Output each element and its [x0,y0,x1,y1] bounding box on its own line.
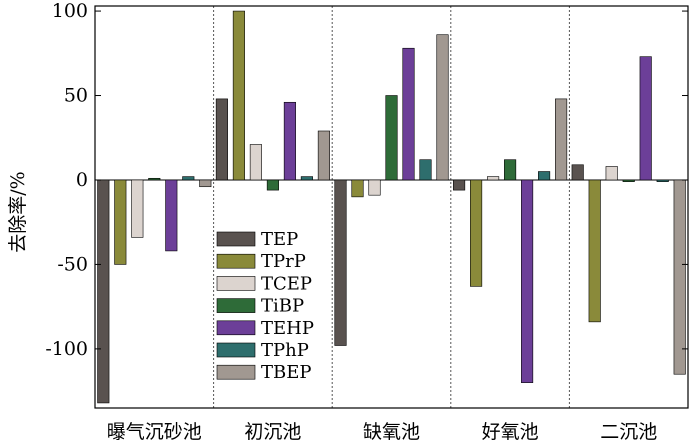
bar-tphp-2 [300,176,313,181]
bar-tep-4 [453,179,466,191]
legend-label-tbep: TBEP [261,362,311,383]
bar-tprp-4 [470,179,483,287]
bar-tphp-5 [656,179,669,182]
bar-tibp-4 [504,159,517,181]
category-separators [213,6,570,408]
bar-tbep-5 [673,179,686,375]
bar-tphp-1 [182,176,195,181]
bar-tehp-4 [521,179,534,383]
legend-swatch-tcep [216,276,256,291]
bar-tehp-1 [165,179,178,252]
bar-tphp-4 [538,171,551,181]
legend-swatch-tep [216,231,256,247]
bar-tep-3 [334,179,347,346]
bar-tcep-5 [605,166,618,181]
x-axis: 曝气沉砂池 初沉池 缺氧池 好氧池 二沉池 [107,421,657,443]
legend-label-tprp: TPrP [261,251,306,272]
legend-label-tphp: TPhP [261,340,309,361]
legend-swatch-tphp [216,342,256,358]
bar-tbep-4 [555,98,568,181]
bar-tibp-2 [266,179,279,191]
y-axis-label: 去除率/% [7,171,29,252]
bar-tibp-3 [385,95,398,181]
legend-swatch-tibp [216,298,256,313]
bar-tprp-3 [351,179,364,198]
legend-label-tibp: TiBP [261,296,304,317]
legend-label-tcep: TCEP [261,273,312,294]
bar-tcep-3 [368,179,381,196]
bar-tibp-1 [148,177,161,181]
legend-label-tep: TEP [261,229,298,250]
bar-tep-1 [97,179,110,404]
bar-tcep-1 [131,179,144,238]
bar-tprp-5 [588,179,601,323]
bar-tbep-2 [317,130,330,181]
bar-tcep-4 [487,176,500,181]
bar-tprp-2 [232,10,245,181]
y-axis: 100 50 0 -50 -100 [45,0,688,360]
category-label: 缺氧池 [363,421,420,443]
bar-tep-5 [571,164,584,181]
bar-tbep-3 [436,34,449,181]
legend-label-tehp: TEHP [261,318,314,339]
y-tick-label: 0 [76,169,88,191]
plot-frame [94,5,689,409]
y-tick-label: 100 [52,0,88,22]
bar-tibp-5 [622,179,635,182]
category-label: 初沉池 [244,421,301,443]
bar-tphp-3 [419,159,432,181]
y-tick-label: 50 [64,85,88,107]
legend-swatch-tbep [216,364,256,380]
bar-tehp-5 [639,56,652,181]
legend-swatch-tprp [216,253,256,269]
category-label: 好氧池 [482,421,539,443]
y-tick-label: -50 [57,253,88,275]
y-tick-label: -100 [45,338,88,360]
bar-tcep-2 [249,144,262,181]
bar-tbep-1 [199,179,212,188]
bar-tep-2 [215,98,228,181]
bars [97,10,686,404]
category-label: 曝气沉砂池 [107,421,202,443]
bar-tehp-3 [402,47,415,181]
bar-tehp-2 [283,101,296,181]
category-label: 二沉池 [600,421,657,443]
bar-tprp-1 [114,179,127,265]
legend-swatch-tehp [216,320,256,336]
